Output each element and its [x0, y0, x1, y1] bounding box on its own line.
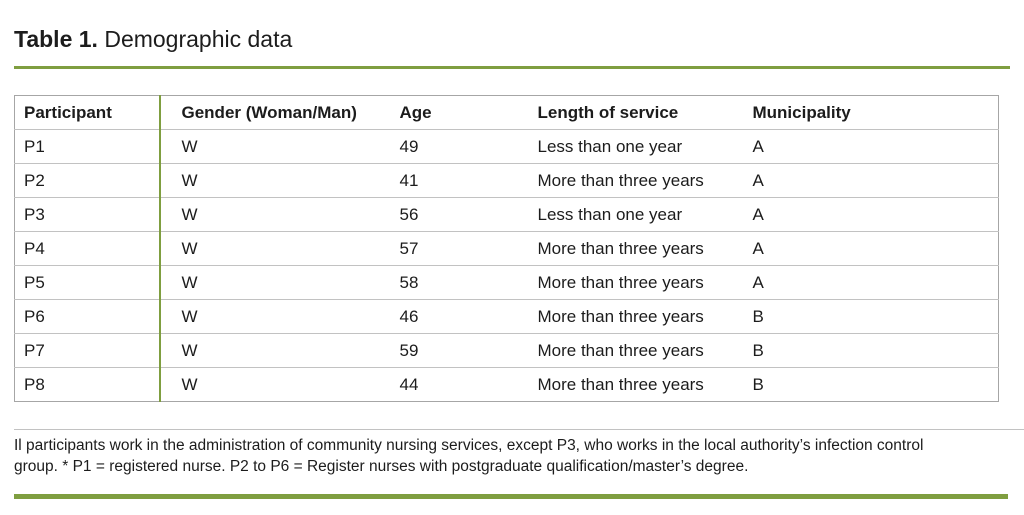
table-row: P6 W 46 More than three years B	[14, 299, 999, 334]
column-header-participant: Participant	[14, 95, 161, 130]
table-cell: Less than one year	[528, 129, 744, 164]
table-cell: More than three years	[528, 163, 744, 198]
table-cell: W	[159, 129, 391, 164]
table-cell: A	[743, 197, 999, 232]
table-cell: 49	[390, 129, 529, 164]
table-row: P4 W 57 More than three years A	[14, 231, 999, 266]
table-cell: A	[743, 265, 999, 300]
table-cell: B	[752, 374, 764, 394]
table-header-row: Participant Gender (Woman/Man) Age Lengt…	[14, 95, 999, 130]
table-row: P7 W 59 More than three years B	[14, 333, 999, 368]
table-caption: Table 1. Demographic data	[14, 0, 1010, 53]
table-cell: 56	[390, 197, 529, 232]
table-cell: W	[159, 197, 391, 232]
table-cell: 58	[390, 265, 529, 300]
footnote-line-1: Il participants work in the administrati…	[14, 437, 924, 454]
table-cell: 59	[390, 333, 529, 368]
table-cell: W	[159, 299, 391, 334]
table-cell: W	[181, 374, 198, 394]
table-cell: P2	[14, 163, 161, 198]
table-caption-text: Demographic data	[97, 26, 293, 52]
table-cell: More than three years	[537, 374, 704, 394]
table-cell: A	[743, 231, 999, 266]
table-row: P1 W 49 Less than one year A	[14, 129, 999, 164]
table-cell: P4	[14, 231, 161, 266]
demographics-table: Participant Gender (Woman/Man) Age Lengt…	[14, 95, 999, 402]
table-cell: P7	[14, 333, 161, 368]
table-cell: More than three years	[528, 299, 744, 334]
table-cell: 57	[390, 231, 529, 266]
table-cell: W	[159, 231, 391, 266]
table-cell: P8	[14, 367, 161, 402]
table-cell: W	[159, 265, 391, 300]
table-cell: More than three years	[528, 265, 744, 300]
table-cell: P1	[14, 129, 161, 164]
table-cell: B	[743, 299, 999, 334]
table-cell: P3	[14, 197, 161, 232]
caption-divider-rule	[14, 66, 1010, 69]
table-cell: A	[743, 129, 999, 164]
table-row: P8 W 44 More than three years B	[14, 367, 999, 402]
table-cell: 41	[390, 163, 529, 198]
table-caption-label: Table 1.	[14, 26, 98, 52]
column-header-age: Age	[390, 95, 529, 130]
footnote-line-2: group. * P1 = registered nurse. P2 to P6…	[14, 458, 749, 475]
column-header-length-of-service: Length of service	[528, 95, 744, 130]
table-row: P3 W 56 Less than one year A	[14, 197, 999, 232]
column-header-municipality: Municipality	[743, 95, 999, 130]
table-row: P5 W 58 More than three years A	[14, 265, 999, 300]
table-cell: W	[159, 333, 391, 368]
table-cell: 44	[399, 374, 419, 394]
table-footnote: Il participants work in the administrati…	[14, 429, 1024, 477]
table-row: P2 W 41 More than three years A	[14, 163, 999, 198]
table-cell: B	[743, 333, 999, 368]
table-cell: W	[159, 163, 391, 198]
table-cell: P5	[14, 265, 161, 300]
table-cell: 46	[390, 299, 529, 334]
table-cell: A	[743, 163, 999, 198]
table-cell: More than three years	[528, 231, 744, 266]
table-cell: Less than one year	[528, 197, 744, 232]
page-footer-rule	[14, 494, 1008, 499]
table-cell: P6	[14, 299, 161, 334]
demographics-table-body: P1 W 49 Less than one year A P2 W 41 More than t…	[14, 129, 999, 402]
table-cell: More than three years	[528, 333, 744, 368]
column-header-gender: Gender (Woman/Man)	[159, 95, 391, 130]
